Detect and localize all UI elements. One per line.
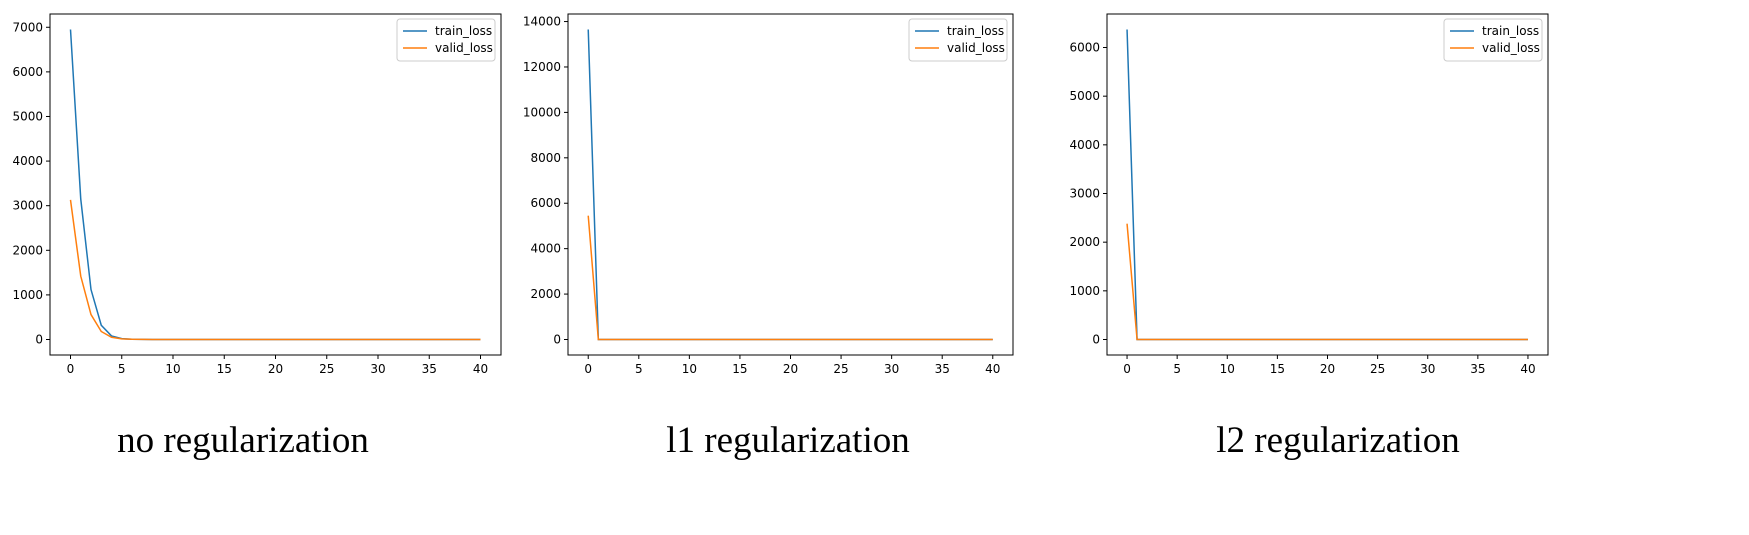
x-tick-label: 15 bbox=[217, 362, 232, 376]
y-tick-label: 2000 bbox=[530, 287, 561, 301]
y-tick-label: 6000 bbox=[1069, 41, 1100, 55]
x-tick-label: 30 bbox=[1420, 362, 1435, 376]
legend-box bbox=[1443, 18, 1543, 62]
y-tick-label: 6000 bbox=[12, 65, 43, 79]
legend: train_loss valid_loss bbox=[908, 18, 1008, 62]
panel: 0 1000 2000 3000 4000 5000 6000 0 5 10 15 20 25 30 35 4… bbox=[1069, 13, 1549, 461]
y-tick-label: 5000 bbox=[12, 109, 43, 123]
legend: train_loss valid_loss bbox=[396, 18, 496, 62]
y-tick-label: 0 bbox=[553, 333, 561, 347]
chart-caption: l1 regularization bbox=[666, 420, 909, 461]
y-tick-label: 4000 bbox=[1069, 138, 1100, 152]
chart-caption: l2 regularization bbox=[1216, 420, 1459, 461]
loss-line bbox=[69, 199, 481, 341]
x-tick-label: 40 bbox=[473, 362, 488, 376]
x-tick-label: 25 bbox=[833, 362, 848, 376]
y-tick-label: 10000 bbox=[523, 105, 561, 119]
y-tick-label: 0 bbox=[35, 333, 43, 347]
loss-line bbox=[587, 29, 993, 341]
y-tick-label: 1000 bbox=[1069, 284, 1100, 298]
x-tick-label: 10 bbox=[165, 362, 180, 376]
panel: 0 1000 2000 3000 4000 5000 6000 7000 0 5 10 15 20 25 3… bbox=[12, 13, 502, 461]
x-tick-label: 0 bbox=[1123, 362, 1131, 376]
chart-caption: no regularization bbox=[117, 420, 369, 461]
legend-box bbox=[396, 18, 496, 62]
x-tick-label: 30 bbox=[370, 362, 385, 376]
y-tick-label: 0 bbox=[1092, 333, 1100, 347]
y-tick-label: 5000 bbox=[1069, 89, 1100, 103]
x-tick-label: 0 bbox=[67, 362, 75, 376]
loss-line bbox=[1126, 29, 1528, 341]
axes-frame bbox=[1106, 13, 1549, 356]
y-tick-label: 3000 bbox=[12, 199, 43, 213]
legend-label: train_loss bbox=[1482, 24, 1539, 38]
legend-label: valid_loss bbox=[435, 41, 493, 55]
y-tick-label: 4000 bbox=[12, 154, 43, 168]
legend-label: valid_loss bbox=[947, 41, 1005, 55]
y-tick-label: 2000 bbox=[12, 243, 43, 257]
y-tick-label: 14000 bbox=[523, 15, 561, 29]
y-tick-label: 7000 bbox=[12, 20, 43, 34]
legend: train_loss valid_loss bbox=[1443, 18, 1543, 62]
y-tick-label: 2000 bbox=[1069, 235, 1100, 249]
axes-frame bbox=[567, 13, 1014, 356]
x-tick-label: 35 bbox=[422, 362, 437, 376]
x-tick-label: 5 bbox=[635, 362, 643, 376]
y-tick-label: 6000 bbox=[530, 196, 561, 210]
panel: 0 2000 4000 6000 8000 10000 12000 14000 0 5 10 15 20… bbox=[523, 13, 1014, 461]
x-tick-label: 10 bbox=[1220, 362, 1235, 376]
loss-line bbox=[587, 215, 993, 341]
y-tick-label: 4000 bbox=[530, 242, 561, 256]
x-tick-label: 5 bbox=[118, 362, 126, 376]
x-tick-label: 35 bbox=[935, 362, 950, 376]
x-tick-label: 20 bbox=[268, 362, 283, 376]
x-tick-label: 15 bbox=[732, 362, 747, 376]
x-tick-label: 10 bbox=[682, 362, 697, 376]
y-tick-label: 8000 bbox=[530, 151, 561, 165]
loss-line bbox=[1126, 223, 1528, 341]
x-tick-label: 40 bbox=[985, 362, 1000, 376]
axes-frame bbox=[49, 13, 502, 356]
legend-box bbox=[908, 18, 1008, 62]
y-tick-label: 3000 bbox=[1069, 187, 1100, 201]
x-tick-label: 35 bbox=[1470, 362, 1485, 376]
y-tick-label: 1000 bbox=[12, 288, 43, 302]
x-tick-label: 25 bbox=[1370, 362, 1385, 376]
x-tick-label: 5 bbox=[1173, 362, 1181, 376]
x-tick-label: 20 bbox=[1320, 362, 1335, 376]
x-tick-label: 30 bbox=[884, 362, 899, 376]
x-tick-label: 25 bbox=[319, 362, 334, 376]
x-tick-label: 40 bbox=[1520, 362, 1535, 376]
x-tick-label: 0 bbox=[584, 362, 592, 376]
legend-label: valid_loss bbox=[1482, 41, 1540, 55]
legend-label: train_loss bbox=[947, 24, 1004, 38]
legend-label: train_loss bbox=[435, 24, 492, 38]
x-tick-label: 15 bbox=[1270, 362, 1285, 376]
loss-line bbox=[69, 29, 481, 341]
y-tick-label: 12000 bbox=[523, 60, 561, 74]
x-tick-label: 20 bbox=[783, 362, 798, 376]
